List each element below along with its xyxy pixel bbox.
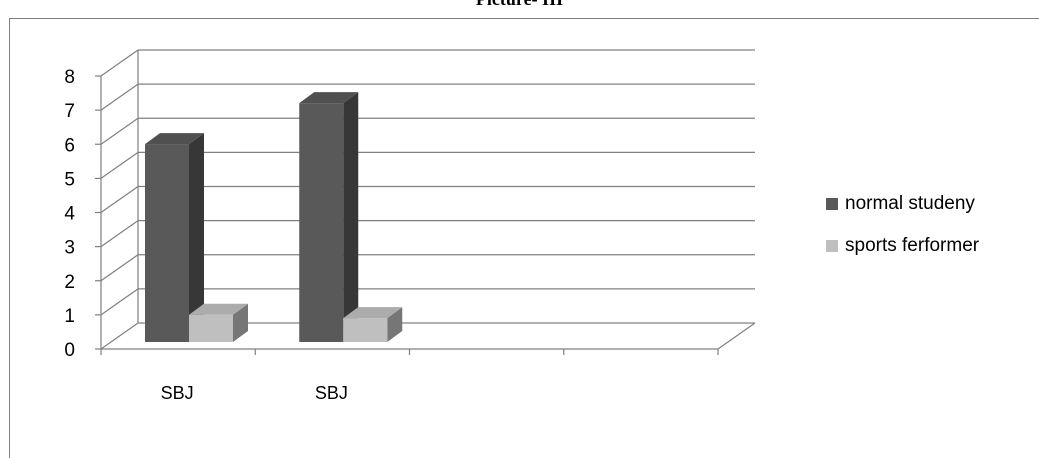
gridline-side	[100, 83, 139, 111]
gridline-side	[100, 288, 139, 316]
floor-right-edge	[717, 322, 756, 350]
gridline-side	[100, 322, 139, 350]
chart-title: Picture- III	[0, 0, 1039, 10]
gridline-side	[100, 151, 139, 179]
bar-top-0-0	[145, 133, 204, 145]
legend-swatch-sports-ferformer	[826, 240, 838, 252]
y-tick-label: 8	[64, 67, 75, 88]
bar-front-1-1	[343, 318, 388, 342]
bar-top-1-1	[343, 307, 403, 319]
y-tick-label: 5	[64, 169, 75, 190]
y-tick-label: 4	[64, 204, 75, 225]
y-tick-label: 7	[64, 101, 75, 122]
gridline-side	[100, 117, 139, 145]
chart-plot: 0 1 2 3 4 5 6 7 8 SBJ SBJ	[64, 49, 756, 403]
gridline-side	[100, 49, 139, 77]
bar-side-0-0	[189, 133, 204, 342]
legend: normal studeny sports ferformer	[826, 192, 979, 276]
legend-item-sports-ferformer: sports ferformer	[826, 234, 979, 258]
y-tick-label: 6	[64, 135, 75, 156]
bar-top-1-0	[299, 92, 359, 104]
bar-side-1-1	[387, 307, 403, 342]
legend-label-sports-ferformer: sports ferformer	[845, 235, 980, 256]
bar-front-1-0	[299, 103, 344, 342]
gridline-side	[100, 254, 139, 282]
legend-label-normal-studeny: normal studeny	[845, 193, 975, 214]
bar-front-0-0	[145, 144, 189, 342]
x-tick-label: SBJ	[315, 383, 348, 403]
y-tick-label: 0	[64, 340, 75, 361]
y-tick-label: 3	[64, 238, 75, 259]
gridline-side	[100, 220, 139, 248]
bar-side-1-0	[343, 92, 359, 342]
bar-top-0-1	[189, 303, 248, 315]
gridline-side	[100, 186, 139, 213]
legend-item-normal-studeny: normal studeny	[826, 192, 979, 216]
x-tick-label: SBJ	[161, 383, 194, 403]
legend-swatch-normal-studeny	[826, 198, 838, 210]
chart-frame	[9, 18, 1039, 458]
y-tick-label: 1	[64, 306, 75, 327]
y-tick-label: 2	[64, 272, 75, 293]
bar-front-0-1	[189, 314, 233, 342]
bar-side-0-1	[233, 303, 248, 342]
